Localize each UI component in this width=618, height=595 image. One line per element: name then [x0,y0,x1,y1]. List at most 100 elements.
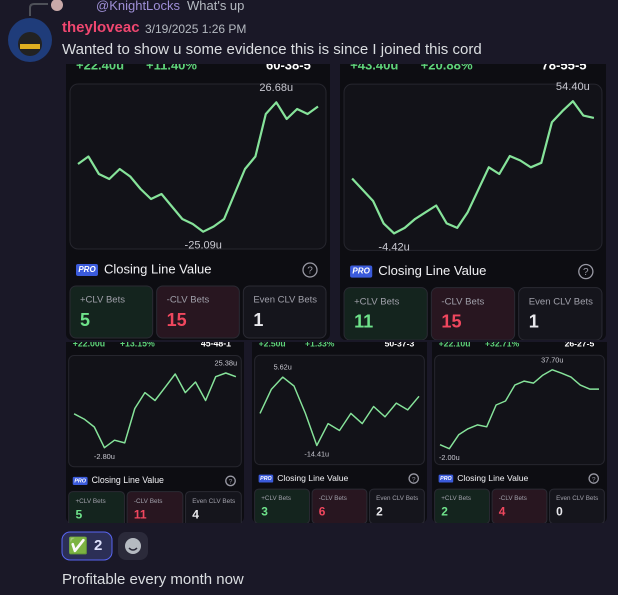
clv-line [259,376,420,447]
stat-box [549,488,605,523]
help-text: ? [307,266,313,277]
header-stat: +20.88% [421,57,473,72]
stat-box [242,285,327,339]
header-stat: +22.10u [439,338,471,348]
pro-badge [76,264,98,276]
stat-value: 15 [441,312,461,332]
stat-box [434,488,490,523]
help-icon [225,475,236,487]
extreme-label: -14.41u [304,450,329,459]
pro-badge [438,474,454,483]
stat-label: +CLV Bets [80,295,125,306]
extreme-label: -4.42u [378,241,409,253]
card-title: Closing Line Value [92,475,164,485]
next-message: Profitable every month now [62,571,244,588]
chart-box [434,354,605,466]
timestamp: 3/19/2025 1:26 PM [145,22,247,36]
chart-box [254,354,425,466]
card: +2.50u +1.33% 50-37-3 5.62u -14.41u PRO Closin… [252,338,427,523]
header-stat: +13.15% [120,338,155,348]
stat-value: 1 [253,310,263,330]
stat-label: Even CLV Bets [192,498,235,505]
header-stat: +43.40u [350,57,398,72]
header-stat: +11.40% [146,57,197,72]
extreme-label: 26.68u [259,82,293,94]
stat-value: 4 [192,507,199,521]
stat-value: 5 [75,507,82,521]
clv-line [73,372,237,449]
header-stat: 78-55-5 [542,57,587,72]
chart-box [343,83,603,251]
stat-box [69,285,154,339]
stat-value: 11 [134,507,147,521]
stat-box [343,287,428,340]
card: +22.40u +11.40% 60-38-5 -25.09u 26.68u PRO Clo… [66,57,330,340]
card: +43.40u +20.88% 78-55-5 -4.42u 54.40u PRO Clos… [340,57,606,340]
header-stat: +22.40u [76,57,124,72]
stat-box [185,491,242,523]
stat-label: Even CLV Bets [253,295,317,306]
stat-value: 0 [556,505,563,519]
clv-line [351,100,595,235]
stat-box [254,488,310,523]
stat-label: Even CLV Bets [529,296,593,307]
stat-box [68,491,125,523]
cards: +22.40u +11.40% 60-38-5 -25.09u 26.68u PRO Clo… [66,57,607,523]
header-stat: +22.00u [73,338,105,348]
chart-box [68,354,242,468]
stat-box [311,488,368,523]
stat-value: 15 [167,310,187,330]
reply-author[interactable]: @KnightLocks [96,0,181,13]
author[interactable]: theyloveac [62,19,140,36]
header-stat: 50-37-3 [385,338,415,348]
card-title: Closing Line Value [378,263,486,278]
stat-box [369,488,425,523]
card: +22.00u +13.15% 45-48-1 -2.80u 25.38u PRO Clos… [66,338,244,523]
extreme-label: 54.40u [556,81,590,93]
stat-value: 5 [80,310,90,330]
avatar-belt [20,44,40,49]
pro-text: PRO [74,478,86,484]
stat-value: 2 [376,505,383,519]
stat-box [156,285,240,339]
help-text: ? [229,479,233,486]
header-stat: 45-48-1 [201,338,231,348]
stat-value: 3 [261,505,268,519]
help-icon [578,263,594,280]
clv-line [77,101,319,233]
pro-text: PRO [260,476,272,482]
stat-box [430,287,516,340]
stat-label: -CLV Bets [319,495,347,502]
stat-label: +CLV Bets [261,495,291,502]
stat-label: -CLV Bets [134,498,163,505]
reaction-emoji: ✅ [68,538,88,555]
stat-label: -CLV Bets [167,295,210,306]
stat-label: Even CLV Bets [376,495,418,502]
header-stat: +1.33% [305,338,335,348]
help-icon [588,473,600,484]
stat-value: 11 [354,312,373,332]
pro-text: PRO [440,476,452,482]
header-stat: 26-27-5 [565,338,595,348]
extreme-label: -2.00u [439,453,460,462]
stat-label: Even CLV Bets [556,495,598,502]
header-stat: +2.50u [259,338,286,348]
help-icon [408,473,420,484]
pro-text: PRO [78,265,96,274]
reply-text: What's up [187,0,245,13]
stat-label: +CLV Bets [441,495,471,502]
reaction[interactable] [61,531,113,561]
pro-badge [258,474,274,483]
chart-box [69,83,327,250]
clv-line [439,369,599,450]
reply-line [29,3,48,16]
card-title: Closing Line Value [457,473,528,483]
extreme-label: -2.80u [94,452,115,461]
card: +22.10u +32.71% 26-27-5 -2.00u 37.70u PRO Clos… [432,338,607,523]
stat-label: +CLV Bets [354,296,399,307]
card-title: Closing Line Value [104,261,211,276]
stat-value: 2 [441,505,448,519]
card-title: Closing Line Value [277,473,348,483]
